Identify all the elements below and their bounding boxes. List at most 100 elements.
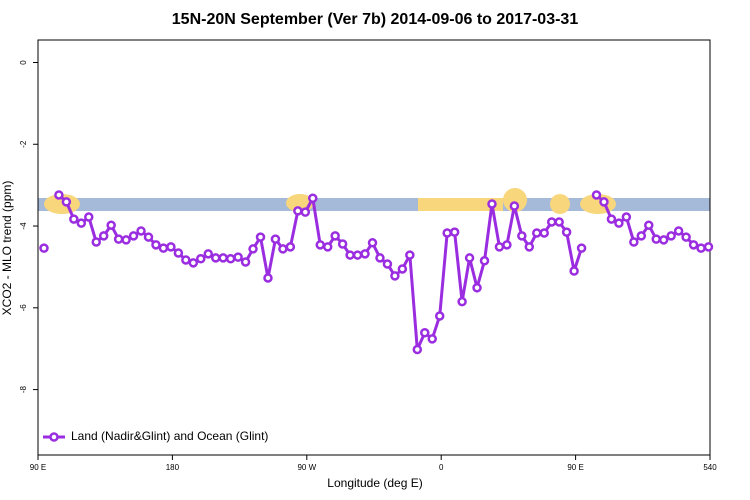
data-point [360, 249, 370, 259]
data-point [345, 250, 355, 260]
data-point [293, 206, 303, 216]
data-point [412, 344, 423, 355]
data-point [517, 231, 527, 241]
data-point [509, 201, 520, 211]
y-tick-label: -8 [19, 385, 28, 393]
data-point [166, 242, 176, 252]
data-point [532, 228, 542, 238]
data-point [375, 253, 385, 263]
y-tick-label: -2 [19, 140, 28, 148]
data-point [479, 256, 490, 266]
data-point [382, 259, 393, 269]
land-patch [418, 198, 503, 211]
data-point [181, 255, 191, 265]
data-point [502, 240, 512, 250]
data-point [666, 231, 676, 241]
land-patch [550, 194, 570, 214]
data-point [352, 250, 363, 260]
data-point [188, 258, 199, 268]
data-point [569, 266, 579, 276]
data-point [539, 228, 549, 238]
data-point [487, 199, 497, 209]
data-point [300, 207, 311, 217]
data-point [621, 212, 632, 222]
data-point [263, 273, 273, 283]
x-tick-label: 0 [439, 463, 444, 472]
data-point [210, 253, 221, 263]
y-tick-label: -6 [19, 304, 28, 312]
data-point [106, 220, 116, 230]
data-point [151, 240, 161, 250]
data-point [54, 190, 64, 200]
y-axis-label: XCO2 - MLO trend (ppm) [0, 181, 14, 316]
data-point [390, 271, 400, 281]
x-tick-label: 90 E [30, 463, 46, 472]
data-point [629, 237, 639, 247]
data-point [196, 253, 206, 264]
legend-label: Land (Nadir&Glint) and Ocean (Glint) [71, 429, 268, 443]
x-tick-label: 540 [703, 463, 717, 472]
ocean-band [38, 198, 710, 211]
data-point [322, 242, 333, 252]
data-point [449, 227, 460, 237]
data-point [494, 242, 505, 252]
data-point [128, 231, 139, 241]
data-point [173, 248, 184, 258]
y-tick-label: 0 [19, 60, 28, 65]
data-point [546, 217, 557, 227]
data-point [599, 197, 609, 207]
data-point [427, 334, 437, 344]
data-point [554, 217, 564, 227]
data-point [576, 243, 587, 253]
x-tick-label: 90 E [567, 463, 583, 472]
data-point [113, 234, 124, 244]
data-point [225, 253, 236, 264]
data-point [367, 238, 378, 248]
x-tick-label: 90 W [297, 463, 316, 472]
data-point [203, 249, 213, 259]
data-point [240, 257, 251, 267]
data-point [658, 235, 669, 245]
data-point [561, 227, 572, 237]
data-point [681, 232, 691, 242]
data-point [703, 242, 714, 252]
chart-title: 15N-20N September (Ver 7b) 2014-09-06 to… [172, 11, 579, 28]
data-point [644, 220, 654, 230]
data-point [442, 228, 452, 238]
y-tick-label: -4 [19, 222, 28, 230]
data-point [591, 190, 602, 200]
data-point [158, 243, 169, 253]
data-point [76, 218, 87, 228]
data-point [330, 231, 340, 241]
data-point [136, 226, 146, 236]
data-point [606, 214, 617, 224]
data-point [434, 311, 445, 321]
data-point [84, 212, 94, 222]
data-point [457, 296, 467, 307]
data-point [121, 235, 131, 245]
data-point [651, 234, 661, 244]
data-point [636, 231, 647, 241]
data-point [315, 240, 325, 250]
legend-marker [49, 432, 59, 442]
data-point [420, 327, 430, 338]
data-point [524, 242, 535, 252]
data-point [464, 253, 475, 263]
data-point [696, 243, 706, 253]
data-point [255, 232, 266, 242]
data-point [397, 264, 408, 274]
data-point [308, 193, 318, 203]
data-point [98, 231, 109, 241]
data-point [233, 252, 243, 262]
data-point [278, 244, 288, 254]
data-point [143, 232, 154, 242]
data-point [405, 250, 415, 260]
data-point [91, 237, 101, 247]
data-point [270, 234, 281, 244]
data-point [673, 226, 684, 236]
data-point [285, 242, 296, 252]
data-point [69, 214, 79, 224]
land-ocean-band [38, 188, 710, 214]
land-patch [503, 188, 527, 212]
